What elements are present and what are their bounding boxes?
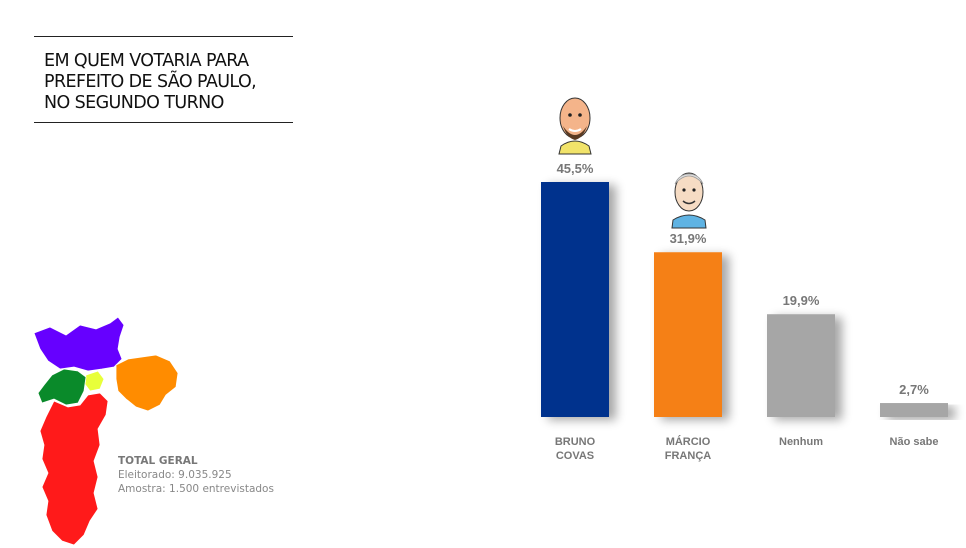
category-label-1-0: MÁRCIO [666, 435, 711, 448]
value-label-3: 2,7% [899, 382, 929, 397]
sample-info: TOTAL GERAL Eleitorado: 9.035.925 Amostr… [118, 454, 274, 496]
value-label-0: 45,5% [557, 161, 594, 176]
bar-chart-svg: 45,5% BRUNO COVAS 31,9% MÁRCIO FRANÇA 19,9% Nen… [541, 97, 948, 462]
sao-paulo-map [33, 316, 179, 546]
category-label-2-0: Nenhum [779, 436, 823, 448]
info-sample: Amostra: 1.500 entrevistados [118, 483, 274, 495]
map-region-center [83, 370, 105, 392]
bar-2 [767, 314, 835, 417]
info-heading: TOTAL GERAL [118, 455, 198, 467]
category-label-1-1: FRANÇA [665, 450, 711, 462]
category-label-0-0: BRUNO [555, 436, 596, 448]
bar-1 [654, 252, 722, 417]
bruno-covas-caricature [558, 97, 592, 155]
map-region-east [115, 354, 179, 412]
category-label-3-0: Não sabe [890, 436, 939, 448]
map-region-north [33, 316, 125, 372]
category-label-0-1: COVAS [556, 450, 594, 462]
value-label-2: 19,9% [783, 293, 820, 308]
map-region-west [37, 368, 87, 406]
value-label-1: 31,9% [670, 231, 707, 246]
bar-0 [541, 182, 609, 417]
chart-title: EM QUEM VOTARIA PARA PREFEITO DE SÃO PAU… [34, 36, 293, 123]
title-line-3: NO SEGUNDO TURNO [44, 93, 224, 113]
bar-3 [880, 403, 948, 417]
title-line-2: PREFEITO DE SÃO PAULO, [44, 72, 257, 92]
info-electorate: Eleitorado: 9.035.925 [118, 469, 232, 481]
title-line-1: EM QUEM VOTARIA PARA [44, 51, 249, 71]
marcio-franca-caricature [671, 172, 707, 229]
bar-chart: 45,5% BRUNO COVAS 31,9% MÁRCIO FRANÇA 19,9% Nen… [520, 90, 966, 470]
map-region-south [39, 392, 109, 546]
